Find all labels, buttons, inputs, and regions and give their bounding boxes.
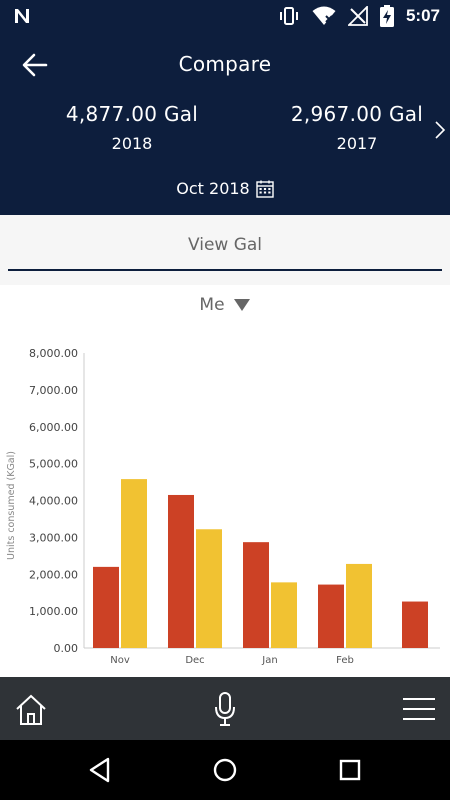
tab-view-gal[interactable]: View Gal [187,235,263,255]
stat-current-value: 4,877.00 Gal [65,102,199,126]
nav-recents-icon[interactable] [339,759,361,781]
date-selector[interactable]: Oct 2018 [0,179,450,198]
bar-2018-extra [402,601,428,648]
triangle-down-icon [233,299,250,311]
stat-previous-value: 2,967.00 Gal [290,102,424,126]
filter-label: Me [199,295,225,315]
bar-2017-feb [346,563,372,648]
y-tick-label: 7,000.00 [29,384,78,397]
menu-icon[interactable] [402,697,436,721]
header: Compare 4,877.00 Gal 2018 2,967.00 Gal 2… [0,32,450,215]
bar-2017-dec [196,529,222,648]
stat-previous-year: 2,967.00 Gal 2017 [277,102,437,153]
status-time: 5:07 [405,6,440,25]
user-filter-dropdown[interactable]: Me [0,295,450,315]
chevron-right-icon[interactable] [434,120,446,140]
arrow-left-icon[interactable] [20,52,50,78]
system-nav-bar [0,740,450,800]
bar-2018-jan [243,542,269,648]
y-tick-label: 8,000.00 [29,347,78,360]
n-notification-icon [15,9,29,23]
y-tick-label: 6,000.00 [29,421,78,434]
vibrate-icon [279,7,298,25]
bar-2018-feb [318,584,344,648]
y-tick-label: 5,000.00 [29,458,78,471]
bar-2018-nov [93,566,119,648]
y-tick-label: 2,000.00 [29,568,78,581]
home-icon[interactable] [14,693,48,727]
signal-icon [347,6,368,26]
bottom-nav [0,677,450,740]
bar-2018-dec [168,494,194,648]
view-tab-bar: View Gal [0,215,450,285]
y-tick-label: 3,000.00 [29,531,78,544]
bar-2017-nov [121,479,147,648]
consumption-bar-chart: 0.00 1,000.00 2,000.00 3,000.00 4,000.00 5,00… [6,347,440,666]
nav-back-icon[interactable] [88,757,112,783]
stat-current-year: 4,877.00 Gal 2018 [52,102,212,153]
y-tick-label: 1,000.00 [29,605,78,618]
battery-charging-icon [379,5,394,27]
bar-2017-jan [271,582,297,648]
calendar-icon [256,180,274,198]
stat-previous-year-label: 2017 [336,134,378,153]
date-label: Oct 2018 [176,179,250,198]
x-tick-label: Feb [336,655,354,666]
wifi-icon [312,6,336,25]
nav-home-icon[interactable] [213,758,237,782]
y-tick-label: 0.00 [54,642,79,655]
stat-current-year-label: 2018 [111,134,153,153]
status-bar: 5:07 [0,0,450,32]
x-tick-label: Jan [261,655,277,666]
x-tick-label: Nov [110,655,130,666]
page-title: Compare [178,52,272,76]
x-tick-label: Dec [185,655,204,666]
y-axis-label: Units consumed (KGal) [6,451,17,560]
tab-indicator [8,269,442,271]
y-tick-label: 4,000.00 [29,495,78,508]
microphone-icon[interactable] [213,691,237,727]
